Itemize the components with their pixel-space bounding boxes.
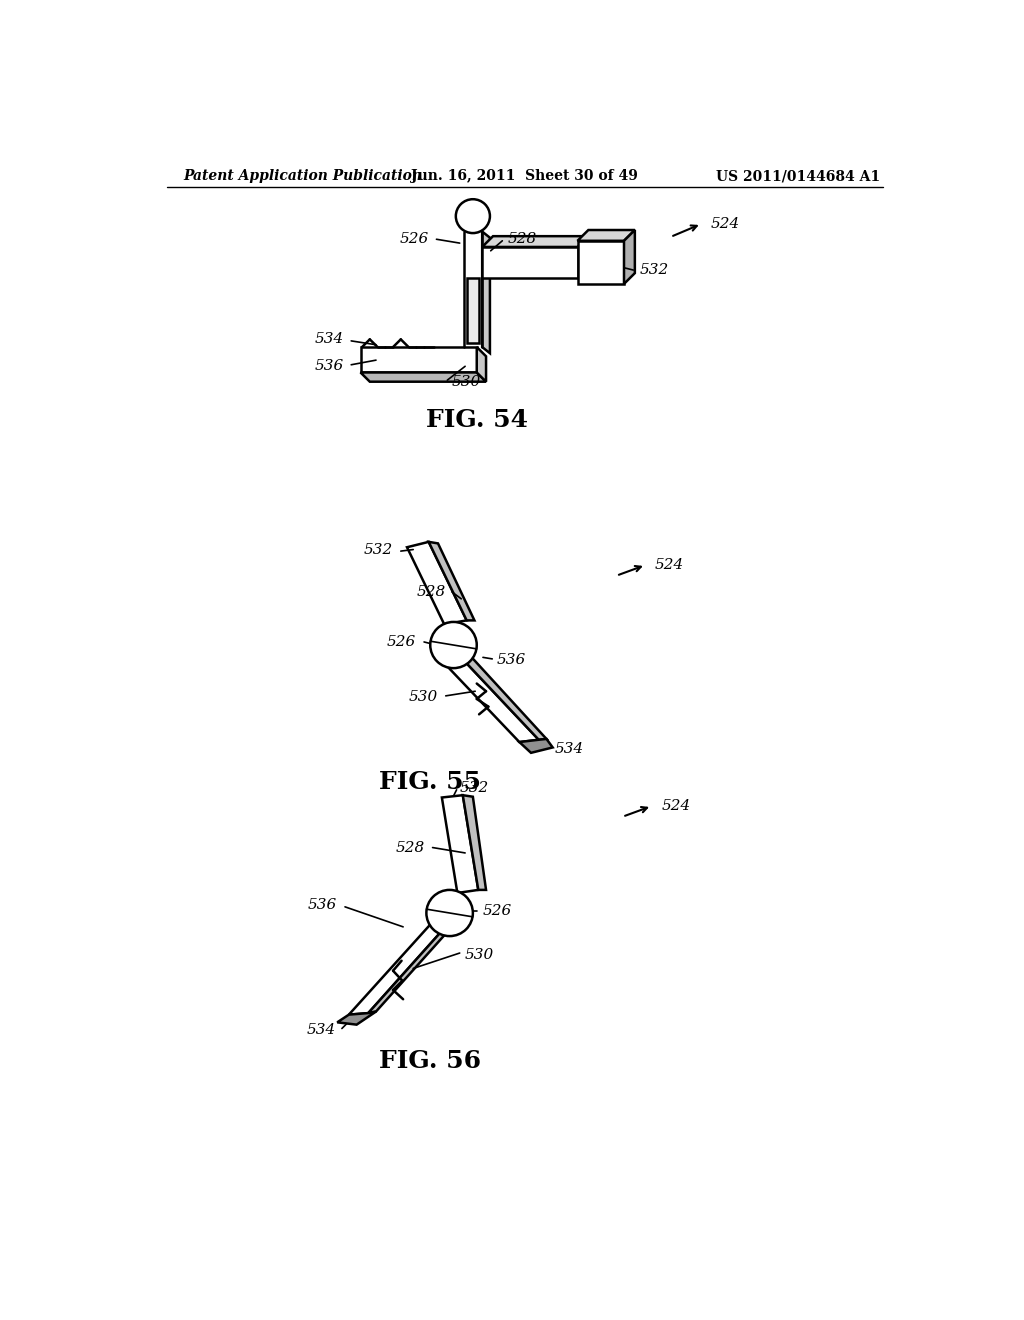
Polygon shape	[407, 543, 467, 624]
Circle shape	[430, 622, 477, 668]
Text: 530: 530	[452, 375, 481, 388]
Polygon shape	[337, 1011, 376, 1024]
Text: 532: 532	[460, 781, 488, 795]
Polygon shape	[429, 543, 474, 620]
Text: 536: 536	[497, 653, 526, 668]
Circle shape	[456, 199, 489, 234]
Polygon shape	[463, 795, 486, 890]
Text: 524: 524	[655, 558, 684, 572]
Text: 534: 534	[306, 1023, 336, 1038]
Text: 528: 528	[417, 585, 445, 599]
Text: 536: 536	[308, 899, 337, 912]
Polygon shape	[519, 739, 553, 752]
Text: US 2011/0144684 A1: US 2011/0144684 A1	[716, 169, 880, 183]
Polygon shape	[482, 247, 578, 277]
Text: FIG. 54: FIG. 54	[426, 408, 527, 432]
Text: 532: 532	[364, 543, 393, 557]
Polygon shape	[442, 795, 478, 892]
Polygon shape	[369, 921, 458, 1014]
Polygon shape	[458, 653, 547, 739]
Polygon shape	[360, 372, 486, 381]
Text: 528: 528	[508, 232, 537, 247]
Text: Patent Application Publication: Patent Application Publication	[183, 169, 423, 183]
Text: 526: 526	[387, 635, 417, 649]
Polygon shape	[482, 231, 489, 354]
Text: FIG. 56: FIG. 56	[379, 1049, 481, 1073]
Text: 528: 528	[395, 841, 425, 854]
Polygon shape	[349, 923, 450, 1015]
Polygon shape	[438, 653, 539, 742]
Polygon shape	[578, 230, 635, 240]
Text: 526: 526	[483, 904, 512, 919]
Polygon shape	[624, 230, 635, 284]
Polygon shape	[467, 277, 479, 343]
Text: 524: 524	[662, 799, 690, 813]
Text: Jun. 16, 2011  Sheet 30 of 49: Jun. 16, 2011 Sheet 30 of 49	[412, 169, 638, 183]
Text: FIG. 55: FIG. 55	[379, 770, 481, 795]
Text: 534: 534	[554, 742, 584, 756]
Polygon shape	[578, 240, 624, 284]
Circle shape	[426, 890, 473, 936]
Text: 524: 524	[711, 216, 740, 231]
Text: 530: 530	[409, 690, 438, 705]
Polygon shape	[482, 236, 589, 247]
Text: 526: 526	[399, 232, 429, 247]
Polygon shape	[360, 347, 477, 372]
Text: 532: 532	[640, 263, 669, 277]
Text: 536: 536	[314, 359, 343, 374]
Text: 530: 530	[465, 948, 495, 962]
Text: 534: 534	[314, 333, 343, 346]
Polygon shape	[477, 347, 486, 381]
